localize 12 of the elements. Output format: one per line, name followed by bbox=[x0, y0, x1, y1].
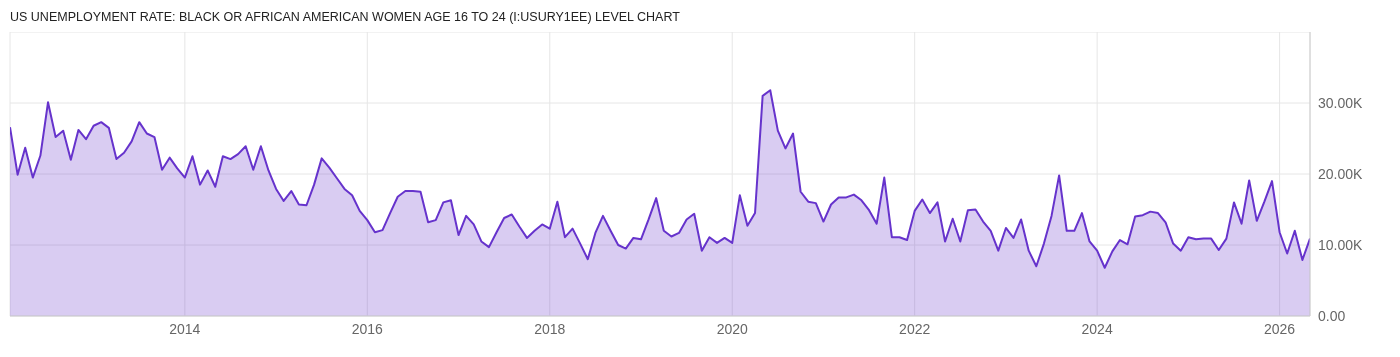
chart-title: US UNEMPLOYMENT RATE: BLACK OR AFRICAN AMERICAN WOMEN AGE 16 TO 24 (I:USURY1EE) LEVEL CHART bbox=[9, 9, 681, 26]
x-tick-label: 2022 bbox=[899, 320, 931, 337]
x-tick-label: 2026 bbox=[1264, 320, 1296, 337]
x-tick-label: 2016 bbox=[351, 320, 384, 337]
x-tick-label: 2024 bbox=[1081, 320, 1113, 337]
x-tick-label: 2020 bbox=[716, 320, 748, 337]
y-tick-label: 0.00 bbox=[1318, 307, 1346, 324]
y-tick-label: 20.00K bbox=[1318, 165, 1364, 182]
y-tick-label: 10.00K bbox=[1318, 236, 1364, 253]
x-tick-label: 2018 bbox=[534, 320, 566, 337]
x-tick-label: 2014 bbox=[169, 320, 201, 337]
y-tick-label: 30.00K bbox=[1318, 94, 1364, 111]
